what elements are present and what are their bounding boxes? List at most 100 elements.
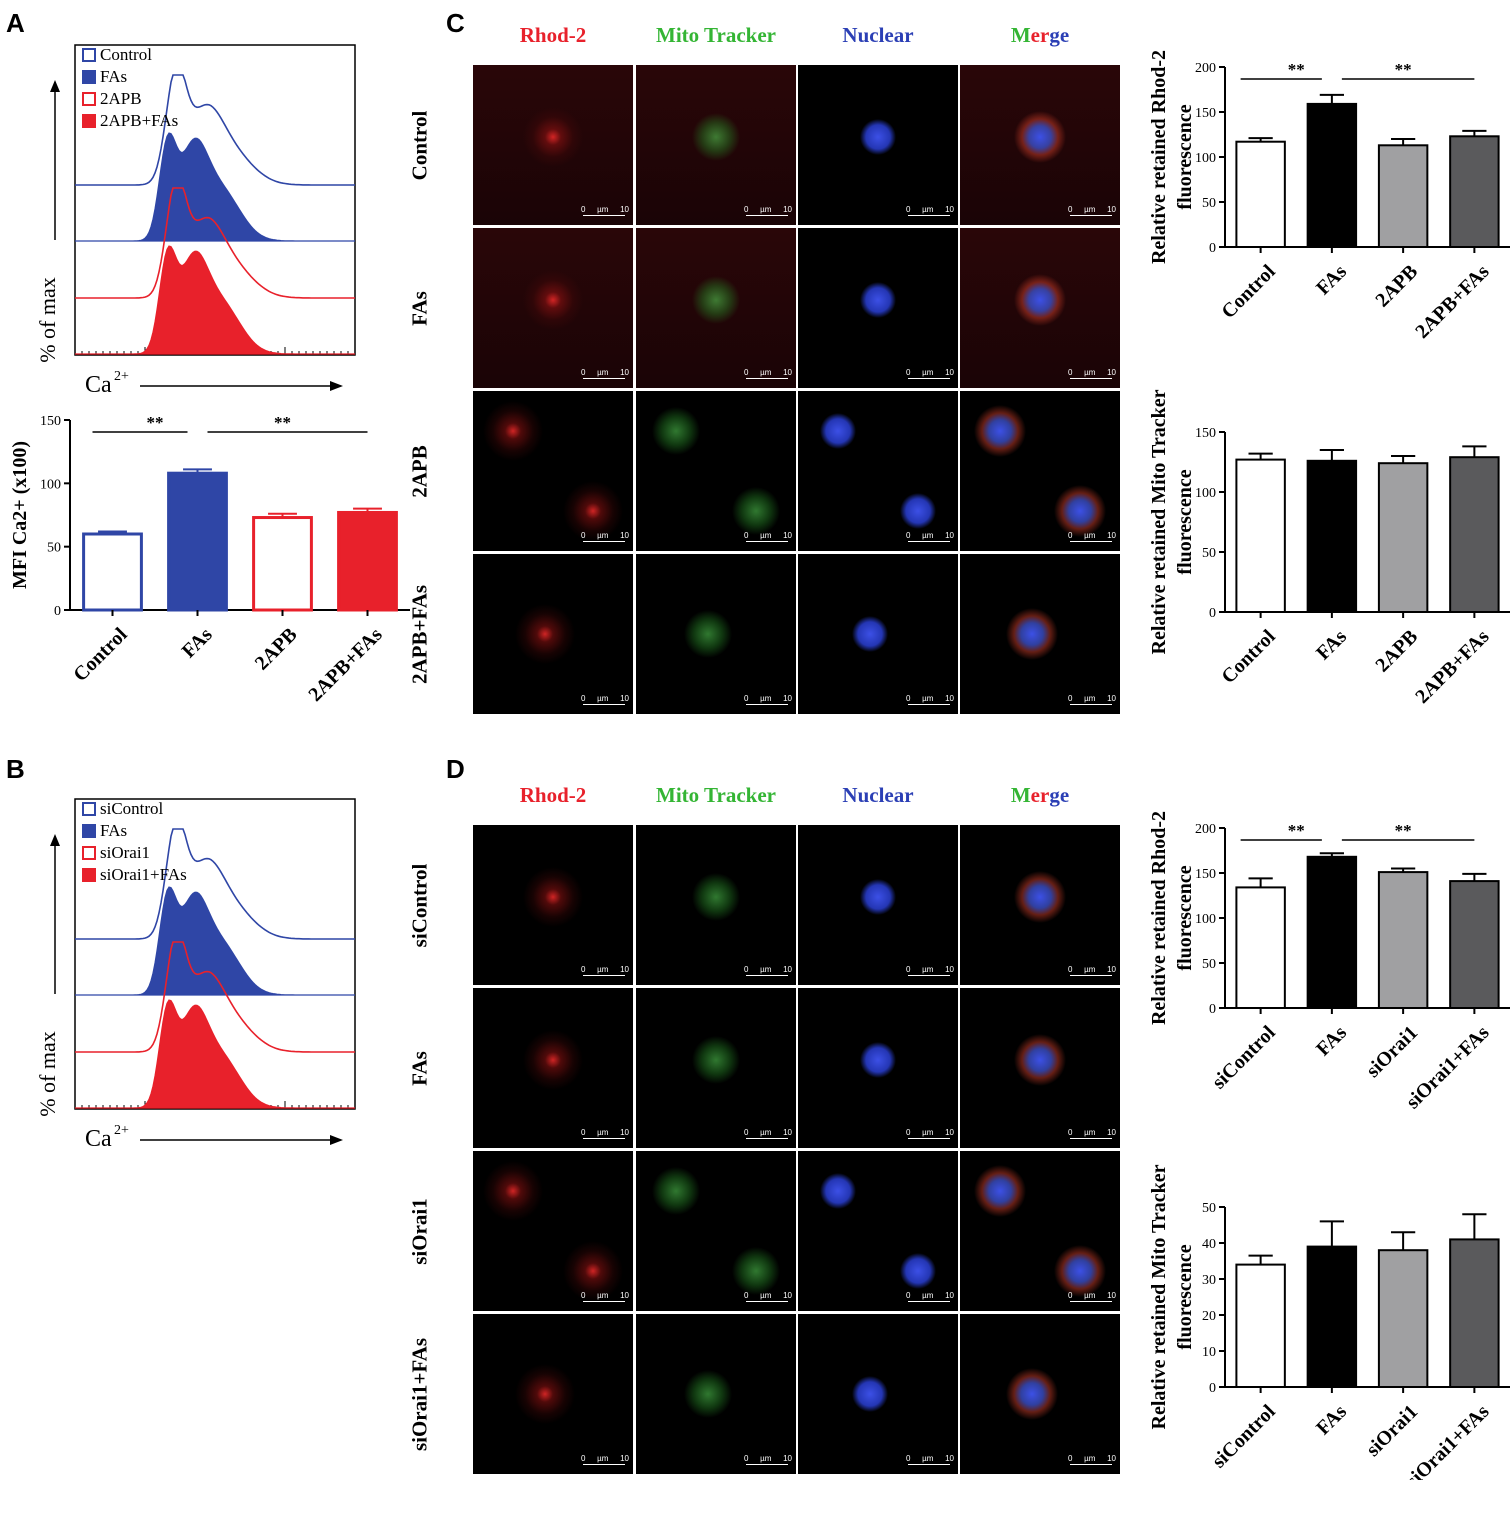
micrograph-panel: 0 µm 10	[473, 228, 633, 388]
legend-swatch	[82, 846, 96, 860]
scale-bar	[583, 1138, 625, 1139]
scale-bar-label: 0 µm 10	[581, 694, 629, 703]
micrograph-panel: 0 µm 10	[636, 988, 796, 1148]
x-tick-label: 2APB+FAs	[1411, 260, 1493, 342]
scale-bar	[908, 1138, 950, 1139]
scale-bar	[583, 378, 625, 379]
scale-bar-label: 0 µm 10	[744, 694, 792, 703]
scale-bar-label: 0 µm 10	[581, 368, 629, 377]
scale-bar-label: 0 µm 10	[581, 965, 629, 974]
scale-bar-text: µm	[1084, 205, 1096, 214]
histogram-trace-outline	[75, 828, 355, 940]
scale-bar	[908, 1464, 950, 1465]
scale-bar-text: 10	[783, 1291, 792, 1300]
micrograph-panel: 0 µm 10	[636, 1314, 796, 1474]
scale-bar-text: µm	[597, 694, 609, 703]
x-tick-label: siControl	[1208, 1400, 1280, 1472]
scale-bar-label: 0 µm 10	[744, 965, 792, 974]
scale-bar	[746, 1301, 788, 1302]
scale-bar-text: 0	[581, 1291, 586, 1300]
scale-bar-label: 0 µm 10	[1068, 1291, 1116, 1300]
scale-bar-text: 0	[1068, 1291, 1073, 1300]
scale-bar-text: 10	[783, 965, 792, 974]
scale-bar-text: 0	[581, 1454, 586, 1463]
micrograph-panel: 0 µm 10	[473, 554, 633, 714]
x-tick-label: siControl	[1208, 1021, 1280, 1093]
scale-bar-text: 0	[744, 1291, 749, 1300]
scale-bar	[1070, 541, 1112, 542]
scale-bar-text: 0	[744, 531, 749, 540]
micrograph-panel: 0 µm 10	[798, 988, 958, 1148]
micrograph-panel: 0 µm 10	[798, 1151, 958, 1311]
scale-bar-text: µm	[597, 368, 609, 377]
y-tick-label: 50	[1202, 546, 1216, 561]
scale-bar	[1070, 378, 1112, 379]
micrograph-panel: 0 µm 10	[636, 554, 796, 714]
scale-bar-text: µm	[1084, 965, 1096, 974]
scale-bar-text: µm	[1084, 694, 1096, 703]
scale-bar-text: 10	[1107, 205, 1116, 214]
micrograph-panel: 0 µm 10	[473, 825, 633, 985]
scale-bar	[1070, 704, 1112, 705]
scale-bar-label: 0 µm 10	[744, 1291, 792, 1300]
scale-bar-label: 0 µm 10	[744, 368, 792, 377]
y-tick-label: 0	[1209, 1381, 1216, 1396]
scale-bar	[908, 215, 950, 216]
scale-bar-text: 10	[620, 368, 629, 377]
y-tick-label: 150	[40, 414, 61, 429]
micrograph-panel: 0 µm 10	[636, 228, 796, 388]
significance-label: **	[147, 413, 164, 432]
scale-bar	[583, 975, 625, 976]
x-axis-label: Ca	[85, 372, 112, 398]
scale-bar-text: µm	[597, 1454, 609, 1463]
scale-bar-text: µm	[597, 1128, 609, 1137]
y-tick-label: 200	[1195, 61, 1216, 76]
micrograph-panel: 0 µm 10	[473, 988, 633, 1148]
micrograph-panel: 0 µm 10	[636, 65, 796, 225]
x-tick-label: FAs	[1312, 1021, 1351, 1060]
scale-bar-text: µm	[760, 694, 772, 703]
x-axis-label-sup: 2+	[114, 369, 129, 384]
scale-bar-text: µm	[922, 1128, 934, 1137]
scale-bar-text: 10	[783, 368, 792, 377]
row-header: 2APB+FAs	[407, 584, 432, 685]
scale-bar-text: 10	[945, 1128, 954, 1137]
scale-bar-text: 10	[945, 368, 954, 377]
scale-bar-text: 0	[581, 694, 586, 703]
scale-bar-text: µm	[760, 1291, 772, 1300]
scale-bar-text: 0	[744, 694, 749, 703]
scale-bar-text: µm	[922, 368, 934, 377]
scale-bar-label: 0 µm 10	[581, 1128, 629, 1137]
scale-bar-label: 0 µm 10	[906, 531, 954, 540]
scale-bar-text: 10	[620, 531, 629, 540]
micrograph-panel: 0 µm 10	[636, 825, 796, 985]
scale-bar-text: 0	[1068, 368, 1073, 377]
scale-bar-text: µm	[597, 965, 609, 974]
legend-label: siControl	[100, 799, 164, 818]
scale-bar	[1070, 975, 1112, 976]
panel-label-b: B	[6, 754, 25, 784]
arrowhead-right-icon	[330, 1135, 343, 1145]
x-tick-label: FAs	[178, 623, 217, 662]
column-header: Mito Tracker	[656, 23, 776, 47]
scale-bar-label: 0 µm 10	[581, 1291, 629, 1300]
column-header: Rhod-2	[519, 23, 587, 47]
x-tick-label: 2APB	[1371, 626, 1422, 677]
legend-swatch	[82, 48, 96, 62]
scale-bar	[1070, 1138, 1112, 1139]
bar	[1235, 140, 1286, 248]
x-axis-label-sup: 2+	[114, 1123, 129, 1138]
column-header: Nuclear	[842, 23, 914, 47]
x-tick-label: siOrai1	[1362, 1022, 1422, 1082]
scale-bar-label: 0 µm 10	[1068, 1128, 1116, 1137]
y-tick-label: 30	[1202, 1273, 1216, 1288]
scale-bar-text: 0	[581, 368, 586, 377]
scale-bar-text: 10	[1107, 1454, 1116, 1463]
y-tick-label: 100	[1195, 486, 1216, 501]
scale-bar	[908, 541, 950, 542]
x-tick-label: Control	[1217, 260, 1280, 323]
scale-bar-text: 0	[906, 531, 911, 540]
bar	[1449, 456, 1500, 613]
scale-bar-label: 0 µm 10	[744, 205, 792, 214]
